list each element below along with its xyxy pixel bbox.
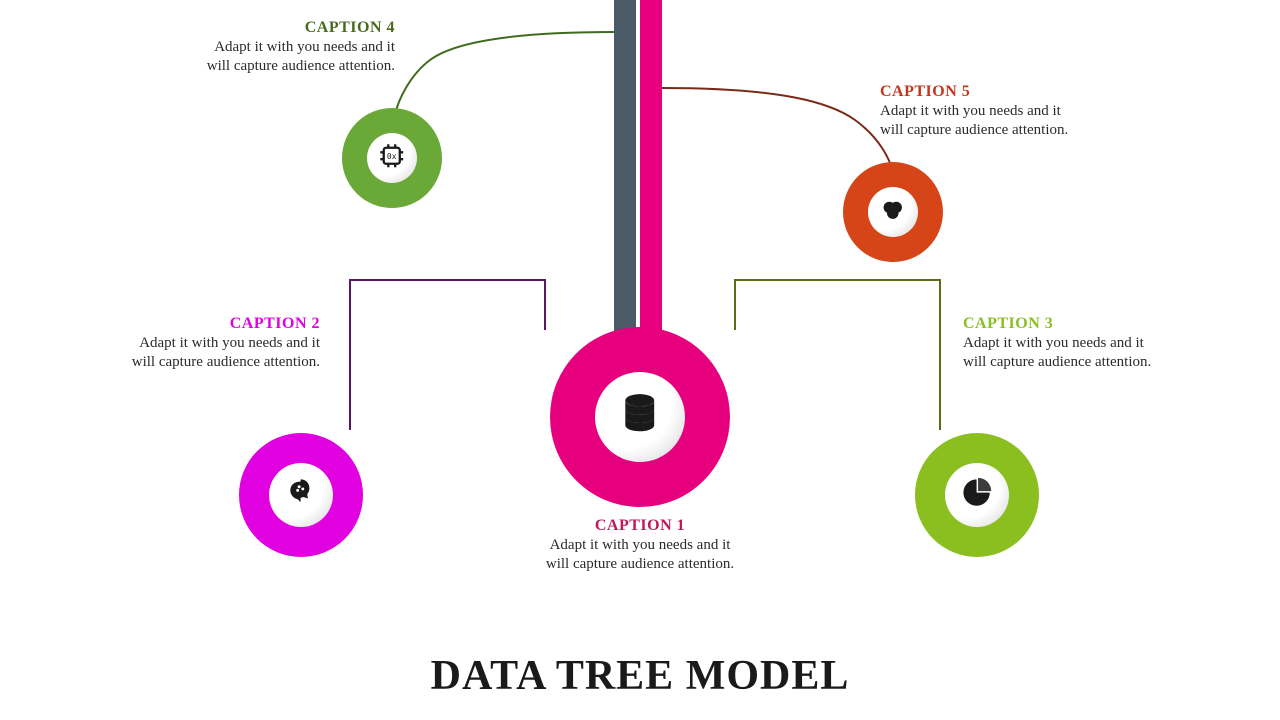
node-5-inner [868,187,918,237]
connector-c4 [395,32,614,115]
caption-1-title: CAPTION 1 [540,516,740,536]
node-2-inner [269,463,333,527]
connector-c2 [350,280,545,430]
node-3 [915,433,1039,557]
caption-5-title: CAPTION 5 [880,82,1075,102]
node-3-inner [945,463,1009,527]
chip-icon: 0x [378,142,406,175]
node-1-inner [595,372,685,462]
venn-icon [879,196,907,229]
data-tree-diagram: { "title": { "text": "DATA TREE MODEL", … [0,0,1280,720]
database-icon [615,390,665,445]
caption-3: CAPTION 3Adapt it with you needs and it … [963,314,1158,372]
trunk-right [640,0,662,332]
caption-3-title: CAPTION 3 [963,314,1158,334]
caption-2: CAPTION 2Adapt it with you needs and it … [125,314,320,372]
caption-4-title: CAPTION 4 [200,18,395,38]
node-4: 0x [342,108,442,208]
caption-2-text: Adapt it with you needs and it will capt… [125,334,320,372]
node-1 [550,327,730,507]
caption-1-text: Adapt it with you needs and it will capt… [540,536,740,574]
caption-4-text: Adapt it with you needs and it will capt… [200,38,395,76]
pie-icon [959,475,994,515]
caption-1: CAPTION 1Adapt it with you needs and it … [540,516,740,574]
svg-text:0x: 0x [387,152,397,161]
node-4-inner: 0x [367,133,417,183]
caption-2-title: CAPTION 2 [125,314,320,334]
diagram-title: DATA TREE MODEL [0,652,1280,700]
caption-4: CAPTION 4Adapt it with you needs and it … [200,18,395,76]
connector-c3 [735,280,940,430]
trunk-left [614,0,636,332]
node-5 [843,162,943,262]
caption-3-text: Adapt it with you needs and it will capt… [963,334,1158,372]
caption-5-text: Adapt it with you needs and it will capt… [880,102,1075,140]
connector-c5 [662,88,893,172]
node-2 [239,433,363,557]
brain-icon [283,475,318,515]
caption-5: CAPTION 5Adapt it with you needs and it … [880,82,1075,140]
